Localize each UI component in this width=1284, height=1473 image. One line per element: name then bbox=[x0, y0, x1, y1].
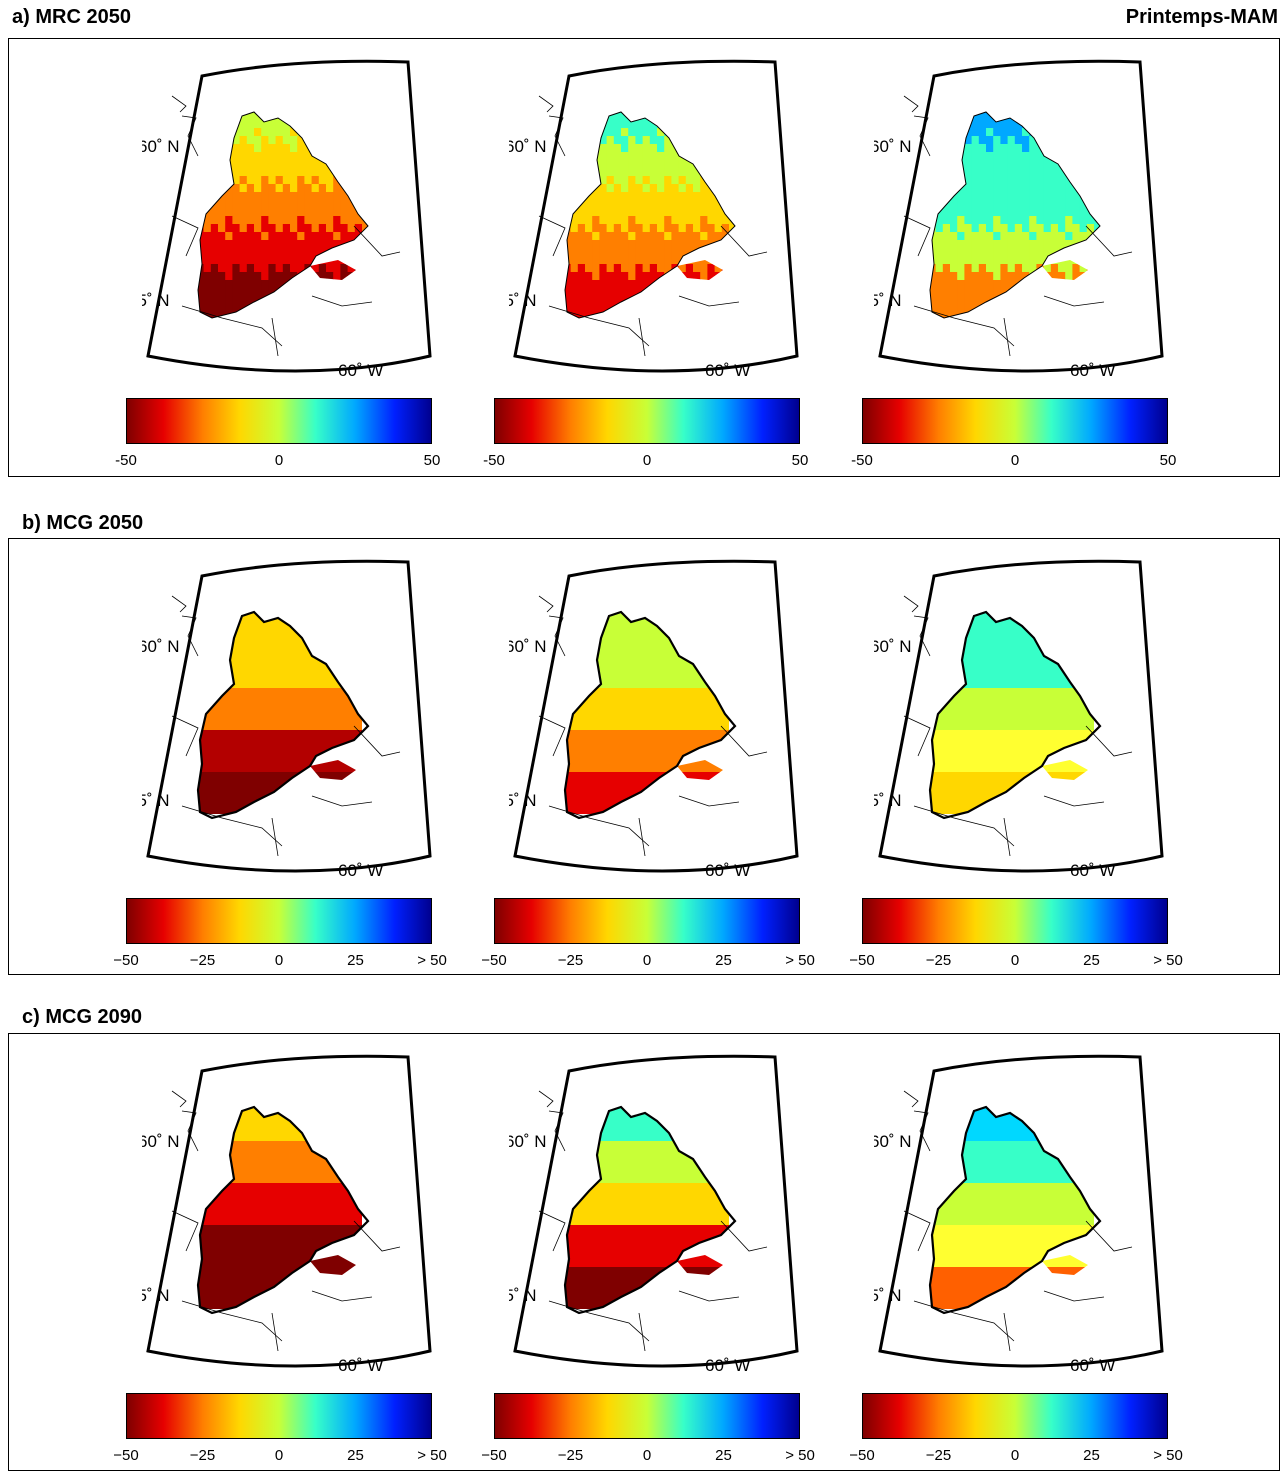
colorbar-tick-label: −25 bbox=[557, 1447, 584, 1464]
map-b-3: 60˚ N 45˚ N 60˚ W bbox=[874, 559, 1164, 880]
colorbar-tick-label: 0 bbox=[642, 952, 652, 969]
colorbar-tick-label: −25 bbox=[189, 952, 216, 969]
colorbar-tick-label: 0 bbox=[274, 952, 284, 969]
colorbar-tick-label: 25 bbox=[715, 1447, 732, 1464]
map-c-1: 60˚ N 45˚ N 60˚ W bbox=[142, 1054, 432, 1375]
colorbar-tick-label: > 50 bbox=[417, 1447, 447, 1464]
colorbar-tick-label: −25 bbox=[557, 952, 584, 969]
lat-60-label: 60˚ N bbox=[874, 137, 912, 156]
lat-60-label: 60˚ N bbox=[142, 137, 180, 156]
lon-60-label: 60˚ W bbox=[338, 1356, 383, 1375]
quebec-border bbox=[563, 1105, 737, 1315]
lat-45-label: 45˚ N bbox=[509, 1286, 537, 1305]
colorbar-tick-label: 0 bbox=[1010, 452, 1020, 469]
lat-45-label: 45˚ N bbox=[874, 291, 902, 310]
lon-60-label: 60˚ W bbox=[338, 361, 383, 380]
colorbar-tick-label: 50 bbox=[1159, 452, 1177, 469]
colorbar-tick-label: 0 bbox=[642, 1447, 652, 1464]
lat-45-label: 45˚ N bbox=[142, 791, 170, 810]
quebec-border bbox=[563, 610, 737, 820]
map-a-2: 60˚ N 45˚ N 60˚ W bbox=[509, 59, 799, 380]
lon-60-label: 60˚ W bbox=[705, 361, 750, 380]
colorbar-tick-label: −50 bbox=[481, 952, 507, 969]
lat-45-label: 45˚ N bbox=[142, 291, 170, 310]
quebec-border bbox=[929, 111, 1101, 319]
lat-60-label: 60˚ N bbox=[142, 1132, 180, 1151]
colorbar-c-2 bbox=[494, 1393, 800, 1439]
colorbar-tick-label: −50 bbox=[113, 952, 139, 969]
lat-60-label: 60˚ N bbox=[509, 137, 547, 156]
colorbar-b-2 bbox=[494, 898, 800, 944]
colorbar-tick-label: -50 bbox=[851, 452, 873, 469]
colorbar-tick-label: > 50 bbox=[1153, 952, 1183, 969]
colorbar-tick-label: 25 bbox=[715, 952, 732, 969]
map-c-2: 60˚ N 45˚ N 60˚ W bbox=[509, 1054, 799, 1375]
colorbar-tick-label: −50 bbox=[849, 952, 875, 969]
colorbar-tick-label: −25 bbox=[189, 1447, 216, 1464]
quebec-border bbox=[928, 610, 1102, 820]
colorbar-a-3 bbox=[862, 398, 1168, 444]
lat-45-label: 45˚ N bbox=[509, 791, 537, 810]
lat-60-label: 60˚ N bbox=[142, 637, 180, 656]
lat-45-label: 45˚ N bbox=[509, 291, 537, 310]
colorbar-tick-label: > 50 bbox=[1153, 1447, 1183, 1464]
panel-a-title: a) MRC 2050 bbox=[12, 6, 131, 28]
colorbar-tick-label: 0 bbox=[274, 452, 284, 469]
quebec-border bbox=[196, 610, 370, 820]
colorbar-tick-label: −25 bbox=[925, 952, 952, 969]
colorbar-tick-label: 25 bbox=[1083, 1447, 1100, 1464]
colorbar-a-1 bbox=[126, 398, 432, 444]
map-b-2: 60˚ N 45˚ N 60˚ W bbox=[509, 559, 799, 880]
quebec-border bbox=[197, 111, 369, 319]
colorbar-b-3 bbox=[862, 898, 1168, 944]
colorbar-tick-label: −25 bbox=[925, 1447, 952, 1464]
lon-60-label: 60˚ W bbox=[338, 861, 383, 880]
lat-60-label: 60˚ N bbox=[509, 637, 547, 656]
colorbar-c-3 bbox=[862, 1393, 1168, 1439]
lat-45-label: 45˚ N bbox=[142, 1286, 170, 1305]
colorbar-tick-label: -50 bbox=[483, 452, 505, 469]
map-c-3: 60˚ N 45˚ N 60˚ W bbox=[874, 1054, 1164, 1375]
map-a-3: 60˚ N 45˚ N 60˚ W bbox=[874, 59, 1164, 380]
colorbar-tick-label: > 50 bbox=[785, 952, 815, 969]
lat-45-label: 45˚ N bbox=[874, 1286, 902, 1305]
colorbar-tick-label: > 50 bbox=[785, 1447, 815, 1464]
colorbar-tick-label: 0 bbox=[642, 452, 652, 469]
quebec-border bbox=[928, 1105, 1102, 1315]
panel-c-title: c) MCG 2090 bbox=[22, 1006, 143, 1028]
panel-b-title: b) MCG 2050 bbox=[22, 512, 144, 534]
lon-60-label: 60˚ W bbox=[1070, 361, 1115, 380]
lon-60-label: 60˚ W bbox=[1070, 861, 1115, 880]
colorbar-tick-label: 50 bbox=[423, 452, 441, 469]
lon-60-label: 60˚ W bbox=[1070, 1356, 1115, 1375]
colorbar-tick-label: −50 bbox=[481, 1447, 507, 1464]
lat-60-label: 60˚ N bbox=[874, 637, 912, 656]
colorbar-tick-label: 25 bbox=[347, 1447, 364, 1464]
colorbar-tick-label: 0 bbox=[1010, 1447, 1020, 1464]
colorbar-tick-label: −50 bbox=[113, 1447, 139, 1464]
colorbar-c-1 bbox=[126, 1393, 432, 1439]
colorbar-tick-label: 50 bbox=[791, 452, 809, 469]
colorbar-tick-label: 25 bbox=[347, 952, 364, 969]
quebec-border bbox=[564, 111, 736, 319]
map-a-1: 60˚ N 45˚ N 60˚ W bbox=[142, 59, 432, 380]
colorbar-tick-label: -50 bbox=[115, 452, 137, 469]
lon-60-label: 60˚ W bbox=[705, 1356, 750, 1375]
season-title: Printemps-MAM bbox=[1125, 6, 1278, 28]
colorbar-tick-label: 0 bbox=[1010, 952, 1020, 969]
colorbar-a-2 bbox=[494, 398, 800, 444]
lat-45-label: 45˚ N bbox=[874, 791, 902, 810]
quebec-border bbox=[196, 1105, 370, 1315]
lon-60-label: 60˚ W bbox=[705, 861, 750, 880]
lat-60-label: 60˚ N bbox=[509, 1132, 547, 1151]
map-b-1: 60˚ N 45˚ N 60˚ W bbox=[142, 559, 432, 880]
colorbar-tick-label: > 50 bbox=[417, 952, 447, 969]
colorbar-tick-label: −50 bbox=[849, 1447, 875, 1464]
colorbar-b-1 bbox=[126, 898, 432, 944]
colorbar-tick-label: 0 bbox=[274, 1447, 284, 1464]
colorbar-tick-label: 25 bbox=[1083, 952, 1100, 969]
lat-60-label: 60˚ N bbox=[874, 1132, 912, 1151]
